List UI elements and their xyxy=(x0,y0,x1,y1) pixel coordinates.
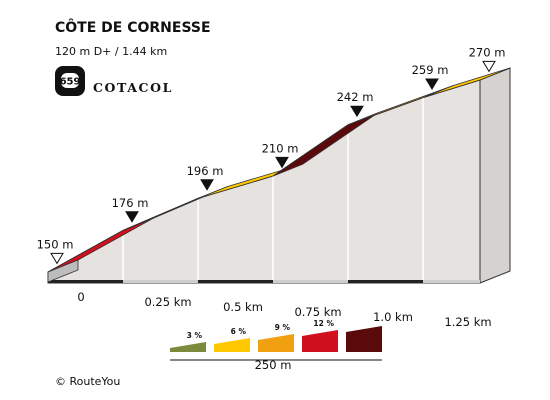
elevation-marker xyxy=(350,105,364,118)
elevation-label: 242 m xyxy=(337,90,374,104)
x-tick-label: 1.0 km xyxy=(373,310,413,324)
legend-label: 3 % xyxy=(187,331,203,340)
elevation-marker xyxy=(482,60,496,73)
distance-band xyxy=(198,280,273,283)
elevation-marker xyxy=(200,179,214,191)
profile-start-face xyxy=(47,259,79,283)
profile-end-face xyxy=(479,67,511,284)
elevation-label: 196 m xyxy=(187,164,224,178)
cotacol-logo: 659 COTACOL xyxy=(55,66,173,96)
cotacol-badge-number: 659 xyxy=(60,77,81,88)
elevation-label: 150 m xyxy=(37,237,74,251)
x-axis: 0 0.25 km 0.5 km 0.75 km 1.0 km 1.25 km xyxy=(77,290,491,329)
elevation-marker xyxy=(425,78,439,90)
elevation-markers: 150 m 176 m 196 m 210 m 242 m 259 m 270 m xyxy=(37,45,506,265)
legend-swatch xyxy=(346,326,382,352)
x-tick-label: 0.5 km xyxy=(223,300,263,314)
distance-band xyxy=(423,280,480,283)
copyright: © RouteYou xyxy=(55,375,120,388)
legend-scale-label: 250 m xyxy=(255,358,292,372)
x-tick-label: 0 xyxy=(77,290,84,304)
elevation-marker xyxy=(275,156,289,169)
distance-band xyxy=(348,280,423,283)
legend-label: 12 % xyxy=(313,319,334,328)
x-tick-label: 0.75 km xyxy=(294,305,341,319)
legend-label: 6 % xyxy=(231,327,247,336)
legend-label: 9 % xyxy=(275,323,291,332)
legend-swatch xyxy=(170,342,206,352)
gradient-legend: 3 % 6 % 9 % 12 % 250 m xyxy=(170,319,382,372)
x-tick-label: 0.25 km xyxy=(144,295,191,309)
distance-band xyxy=(48,280,123,283)
cotacol-badge-inner xyxy=(61,73,79,88)
legend-swatch xyxy=(214,338,250,352)
elevation-marker xyxy=(50,252,64,265)
elevation-label: 176 m xyxy=(112,196,149,210)
legend-swatch xyxy=(258,334,294,352)
cotacol-brand: COTACOL xyxy=(93,80,173,95)
distance-band xyxy=(273,280,348,283)
elevation-label: 259 m xyxy=(412,63,449,77)
elevation-label: 270 m xyxy=(469,45,506,59)
distance-band xyxy=(123,280,198,283)
chart-subtitle: 120 m D+ / 1.44 km xyxy=(55,45,167,58)
elevation-marker xyxy=(125,211,139,223)
elevation-label: 210 m xyxy=(262,141,299,155)
gradient-segment xyxy=(422,67,511,98)
profile-body xyxy=(47,67,511,284)
x-tick-label: 1.25 km xyxy=(444,315,491,329)
profile-side-face xyxy=(47,79,481,284)
legend-swatch xyxy=(302,330,338,352)
chart-title: CÔTE DE CORNESSE xyxy=(55,18,211,36)
